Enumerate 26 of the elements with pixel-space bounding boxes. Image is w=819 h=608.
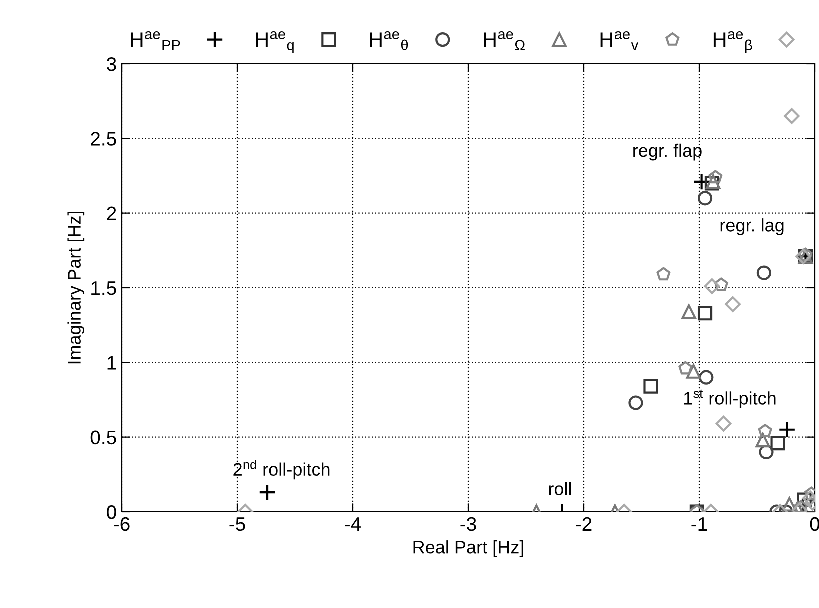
y-tick-label: 3 — [107, 57, 116, 72]
y-tick-label: 2.5 — [91, 132, 116, 146]
y-tick-label: 0 — [107, 505, 116, 520]
legend-label: H$^{ae}$$_{v}$ — [600, 32, 639, 50]
x-tick-label: -2 — [576, 517, 592, 531]
y-tick-label: 2 — [107, 206, 116, 220]
x-axis-title: Real Part [Hz] — [414, 540, 524, 558]
y-axis-title: Imaginary Part [Hz] — [68, 212, 85, 364]
annotation: 2$^{nd}$ roll-pitch — [234, 460, 330, 480]
legend-label: H$^{ae}$$_{Ω}$ — [484, 32, 525, 50]
annotation: regr. lag — [720, 218, 784, 236]
y-tick-label: 0.5 — [90, 430, 116, 445]
y-tick-label: 1 — [108, 356, 116, 370]
legend-label: H$^{ae}$$_{θ}$ — [370, 32, 408, 50]
annotation: 1$^{st}$ roll-pitch — [684, 390, 776, 408]
annotation: roll — [549, 482, 572, 496]
y-tick-label: 1.5 — [92, 282, 116, 296]
legend-label: H$^{ae}$$_{β}$ — [714, 32, 752, 54]
x-tick-label: -1 — [692, 518, 708, 531]
x-tick-label: -4 — [345, 518, 362, 531]
legend-label: H$^{ae}$$_{q}$ — [256, 32, 294, 54]
x-tick-label: -6 — [114, 517, 130, 532]
x-tick-label: -3 — [460, 517, 476, 532]
x-tick-label: -5 — [230, 518, 246, 532]
annotation: regr. flap — [634, 144, 702, 161]
legend-label: H$^{ae}$$_{PP}$ — [131, 32, 180, 50]
